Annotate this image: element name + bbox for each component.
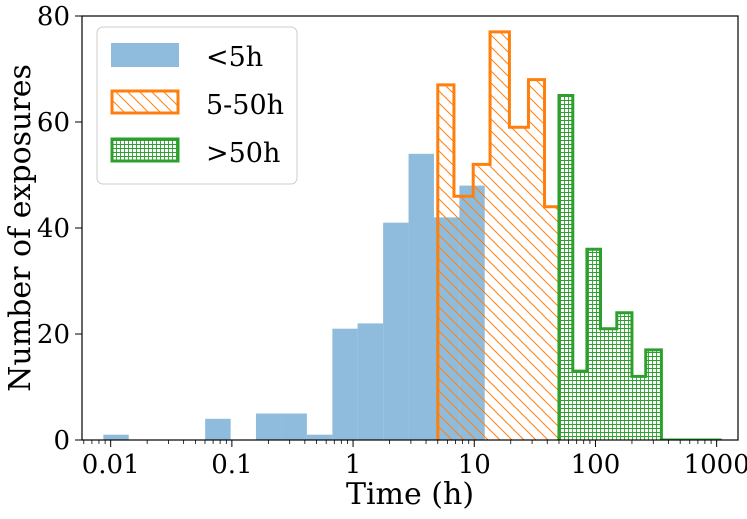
legend-label-5-50h: 5-50h: [206, 90, 284, 121]
bar-lt5h-0: [103, 434, 129, 440]
bar-5-50h-4: [509, 127, 529, 440]
x-tick-label-3: 10: [458, 450, 491, 480]
outlines-layer: [436, 30, 722, 440]
y-tick-label-0: 0: [53, 426, 70, 456]
x-axis: 0.01 0.1 1 10 100 1000: [82, 440, 747, 480]
bar-5-50h-2: [473, 164, 491, 440]
y-tick-label-3: 60: [37, 108, 70, 138]
y-axis: 0 20 40 60 80: [37, 2, 82, 456]
bar-5-50h-3: [490, 31, 510, 440]
outline-5-50h: [436, 30, 561, 440]
legend-label-lt5h: <5h: [206, 42, 263, 73]
bar-gt50h-4: [616, 312, 632, 440]
legend-swatch-5-50h: [110, 89, 180, 115]
series-lt5h: [103, 153, 485, 440]
x-tick-label-0: 0.01: [82, 450, 140, 480]
y-tick-label-1: 20: [37, 320, 70, 350]
bar-lt5h-9: [332, 328, 358, 440]
bar-gt50h-1: [572, 371, 587, 440]
x-tick-label-2: 1: [345, 450, 362, 480]
legend-swatch-lt5h: [111, 43, 179, 67]
bar-lt5h-12: [408, 153, 434, 440]
bar-5-50h-0: [437, 84, 454, 440]
x-axis-label: Time (h): [346, 477, 474, 512]
bar-gt50h-5: [631, 376, 646, 440]
bar-5-50h-5: [528, 79, 545, 440]
bar-lt5h-10: [357, 323, 384, 440]
bar-gt50h-3: [600, 328, 617, 440]
y-tick-label-2: 40: [37, 214, 70, 244]
outline-gt50h: [557, 94, 722, 440]
y-axis-label: Number of exposures: [3, 64, 38, 392]
bar-lt5h-8: [306, 434, 333, 440]
bar-5-50h-6: [544, 206, 559, 440]
x-tick-label-1: 0.1: [211, 450, 252, 480]
bar-gt50h-2: [586, 249, 601, 440]
bar-lt5h-6: [255, 413, 282, 440]
bar-lt5h-4: [205, 418, 231, 440]
y-tick-label-4: 80: [37, 2, 70, 32]
legend: <5h 5-50h >50h: [96, 26, 298, 185]
x-tick-label-4: 100: [571, 450, 621, 480]
series-gt50h: [558, 95, 662, 440]
legend-label-gt50h: >50h: [206, 138, 280, 169]
bars-layer: [103, 31, 662, 440]
bar-lt5h-11: [383, 222, 409, 440]
bar-gt50h-6: [645, 349, 662, 440]
x-tick-label-5: 1000: [684, 450, 747, 480]
bar-gt50h-0: [558, 95, 573, 440]
series-5-50h: [437, 31, 559, 440]
legend-swatch-gt50h: [110, 137, 180, 163]
bar-lt5h-7: [281, 413, 307, 440]
bar-5-50h-1: [453, 196, 474, 440]
